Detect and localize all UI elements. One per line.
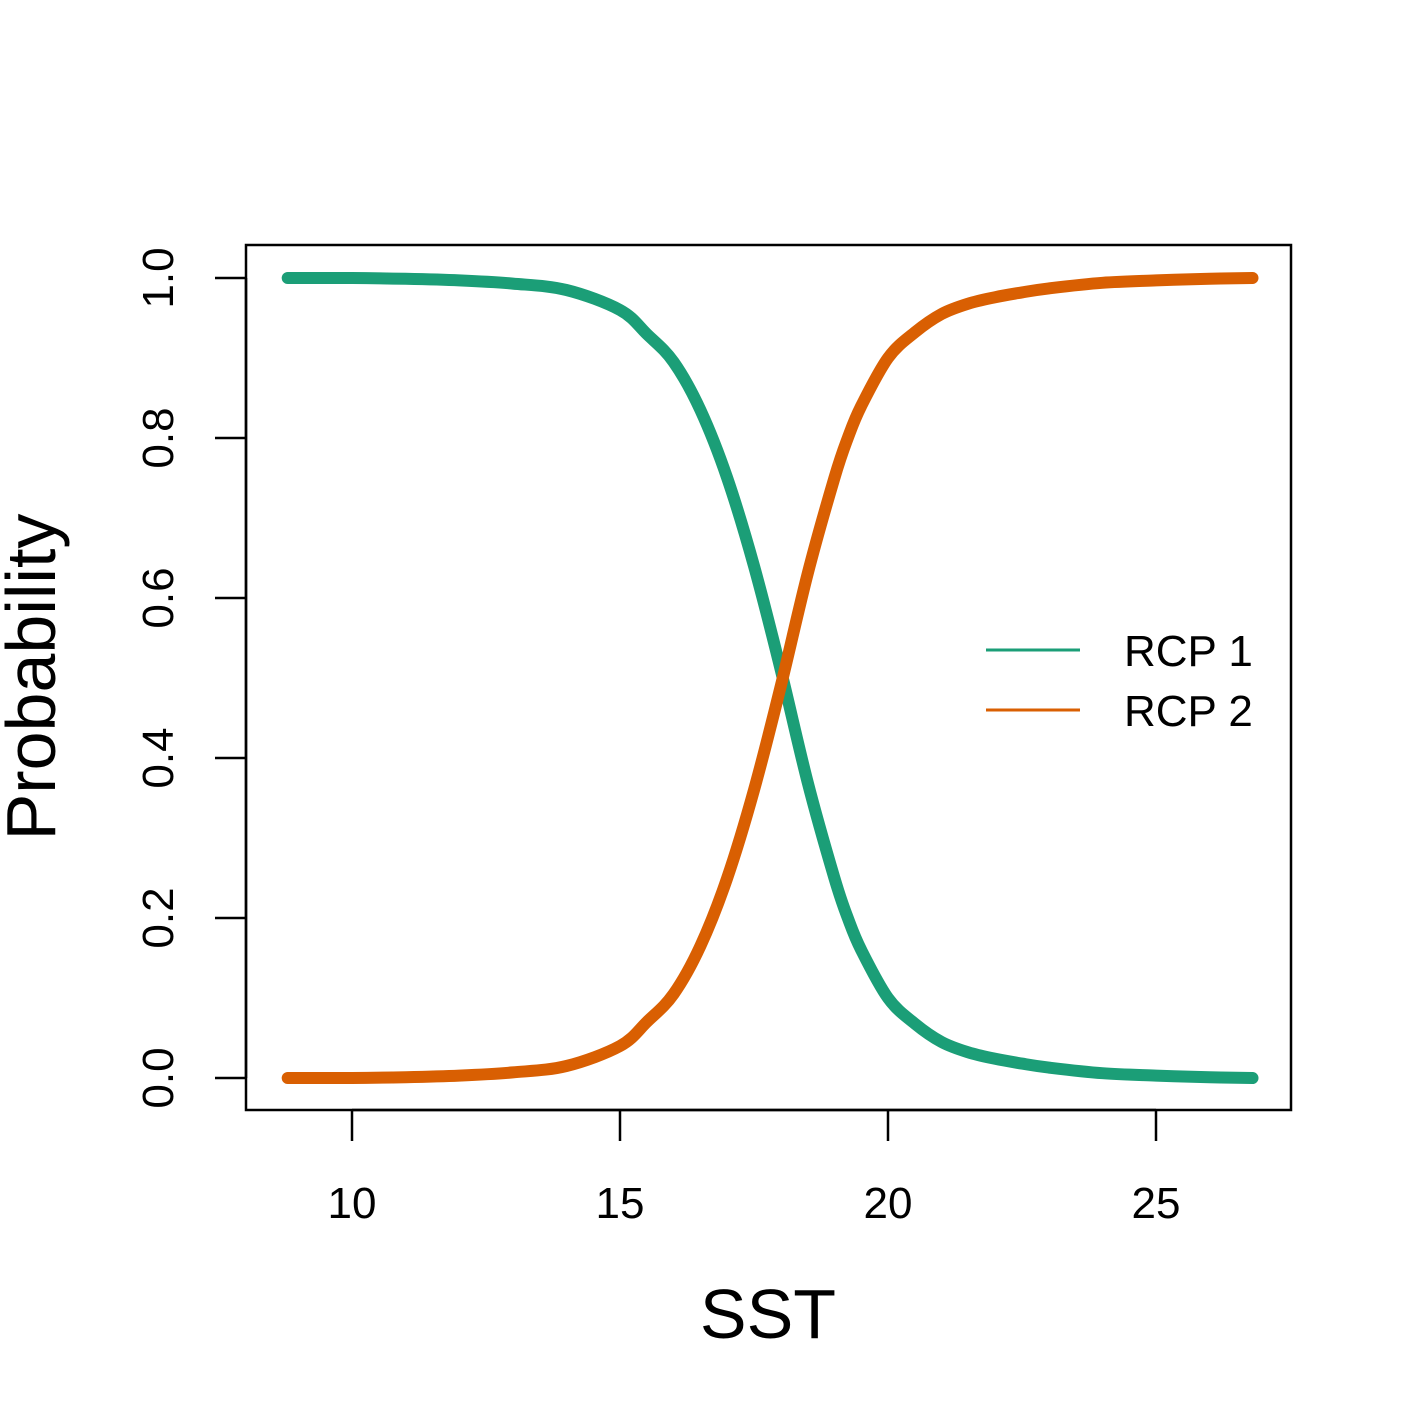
y-tick-label: 0.6 [134,567,183,628]
x-axis: 10 15 20 25 [328,1108,1181,1228]
y-tick-label: 0.0 [134,1047,183,1108]
y-tick-label: 0.2 [134,887,183,948]
series-layer [281,271,1259,1085]
x-tick-label: 10 [328,1179,377,1228]
y-tick-label: 0.4 [134,727,183,788]
series-line-rcp-2 [281,272,1259,1085]
legend: RCP 1 RCP 2 [986,627,1253,736]
y-tick-label: 0.8 [134,407,183,468]
y-axis-title: Probability [0,514,70,841]
y-tick-label: 1.0 [134,247,183,308]
y-axis: 0.0 0.2 0.4 0.6 0.8 1.0 [134,247,248,1109]
legend-label-rcp-1: RCP 1 [1124,627,1253,676]
x-tick-label: 25 [1132,1179,1181,1228]
x-tick-label: 15 [596,1179,645,1228]
x-axis-title: SST [700,1275,836,1353]
plot-frame [244,243,1293,1112]
series-line-rcp-1 [281,271,1259,1084]
legend-label-rcp-2: RCP 2 [1124,687,1253,736]
x-tick-label: 20 [864,1179,913,1228]
